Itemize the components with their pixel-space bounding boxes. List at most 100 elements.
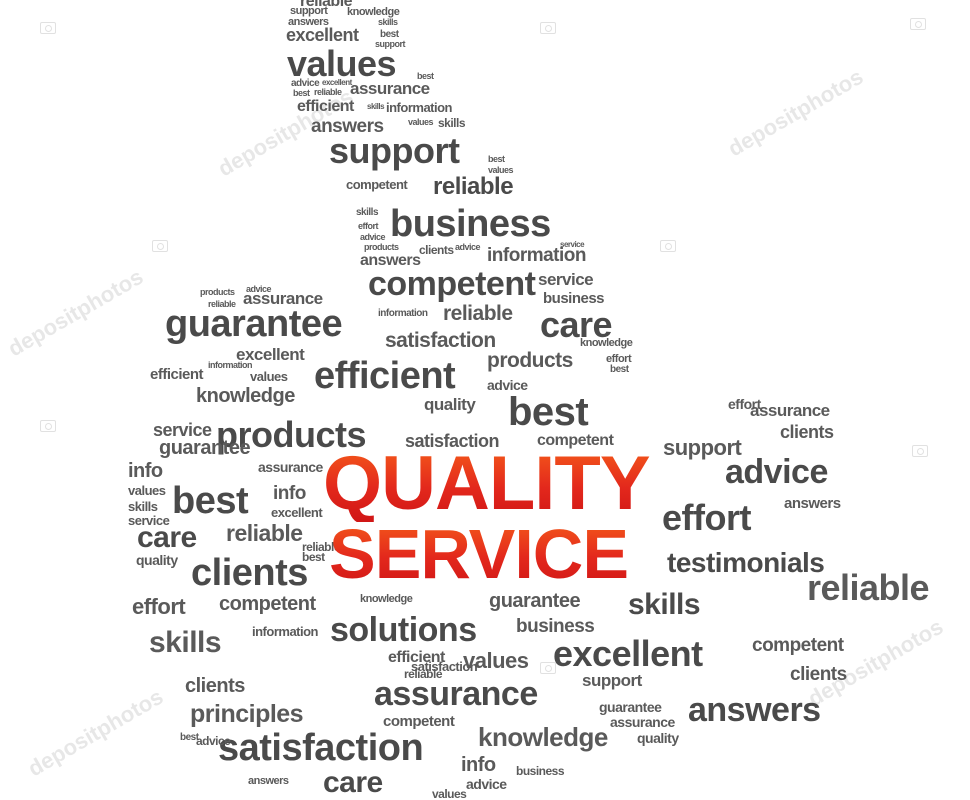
cloud-word: info: [128, 460, 163, 482]
cloud-word: satisfaction: [218, 727, 424, 769]
cloud-word: competent: [383, 713, 455, 730]
cloud-word: best: [180, 732, 199, 743]
cloud-word: products: [216, 414, 367, 455]
cloud-word: competent: [752, 635, 844, 656]
cloud-word: effort: [606, 353, 632, 365]
cloud-word: best: [380, 29, 399, 40]
cloud-word: reliable: [807, 567, 930, 608]
cloud-word: values: [250, 369, 288, 384]
cloud-word: efficient: [297, 98, 354, 115]
cloud-word: knowledge: [360, 593, 413, 605]
cloud-word: service: [128, 513, 170, 528]
cloud-word: support: [329, 130, 460, 171]
cloud-word: reliable: [314, 87, 342, 97]
cloud-word: knowledge: [478, 722, 608, 752]
cloud-word: values: [408, 117, 434, 127]
cloud-word: reliable: [404, 667, 443, 681]
cloud-word: advice: [487, 377, 528, 393]
cloud-word: values: [128, 483, 166, 498]
cloud-word: skills: [149, 626, 222, 659]
cloud-word: assurance: [610, 714, 675, 730]
cloud-word: support: [582, 671, 642, 690]
camera-icon: [152, 240, 168, 252]
cloud-word: advice: [455, 242, 481, 252]
cloud-word: support: [290, 5, 328, 17]
cloud-word: reliable: [300, 0, 353, 10]
cloud-word: advice: [291, 78, 320, 89]
cloud-word: excellent: [271, 505, 323, 520]
cloud-word: competent: [537, 432, 614, 449]
cloud-word: advice: [360, 232, 386, 242]
cloud-word: info: [461, 754, 496, 776]
cloud-word: effort: [358, 221, 379, 231]
cloud-word: products: [200, 287, 235, 297]
camera-icon: [40, 22, 56, 34]
cloud-word: information: [386, 100, 453, 115]
cloud-word: quality: [424, 395, 476, 414]
cloud-word: products: [487, 349, 573, 372]
cloud-word: assurance: [350, 79, 430, 98]
cloud-word: best: [488, 154, 505, 164]
cloud-word: knowledge: [580, 337, 633, 349]
cloud-word: reliable: [226, 520, 303, 546]
cloud-word: assurance: [258, 459, 323, 475]
cloud-word: competent: [346, 177, 408, 192]
cloud-word: best: [610, 364, 629, 375]
cloud-word: excellent: [236, 345, 305, 364]
camera-icon: [910, 18, 926, 30]
camera-icon: [660, 240, 676, 252]
cloud-word: business: [543, 290, 605, 307]
watermark-text: depositphotos: [23, 683, 168, 782]
cloud-word: answers: [360, 252, 421, 269]
cloud-word: competent: [368, 265, 536, 303]
camera-icon: [912, 445, 928, 457]
cloud-word: clients: [185, 675, 245, 697]
cloud-word: assurance: [243, 289, 323, 308]
cloud-word: skills: [378, 17, 398, 27]
cloud-word: skills: [628, 588, 701, 621]
cloud-word: competent: [219, 593, 316, 615]
cloud-word: answers: [248, 775, 289, 787]
cloud-word: excellent: [322, 78, 352, 87]
watermark-text: depositphotos: [3, 263, 148, 362]
cloud-word: reliable: [443, 302, 513, 325]
cloud-word: support: [663, 435, 742, 460]
cloud-word: reliable: [208, 299, 236, 309]
cloud-word: care: [137, 521, 197, 554]
cloud-word: clients: [780, 422, 834, 442]
cloud-word: reliable: [433, 173, 514, 200]
cloud-word: information: [208, 360, 253, 370]
cloud-word: efficient: [150, 366, 204, 383]
cloud-word: skills: [438, 116, 466, 130]
headline-quality: QUALITY: [323, 441, 651, 526]
cloud-word: support: [375, 39, 406, 49]
cloud-word: quality: [136, 552, 178, 568]
cloud-word: guarantee: [159, 437, 251, 459]
cloud-word: best: [302, 550, 325, 564]
cloud-word: efficient: [314, 355, 456, 397]
cloud-word: assurance: [374, 675, 538, 713]
cloud-word: business: [390, 203, 551, 245]
cloud-word: assurance: [750, 401, 830, 420]
watermark-text: depositphotos: [803, 613, 948, 712]
cloud-word: knowledge: [196, 385, 295, 407]
cloud-word: care: [323, 766, 383, 799]
cloud-word: clients: [419, 243, 454, 257]
cloud-word: effort: [728, 396, 761, 412]
cloud-word: answers: [688, 691, 821, 729]
camera-icon: [540, 22, 556, 34]
cloud-word: advice: [725, 453, 828, 491]
camera-icon: [540, 662, 556, 674]
cloud-word: advice: [246, 284, 272, 294]
cloud-word: guarantee: [599, 699, 662, 715]
cloud-word: guarantee: [489, 590, 581, 612]
cloud-word: testimonials: [667, 547, 825, 578]
cloud-word: values: [432, 787, 467, 800]
cloud-word: information: [378, 308, 428, 319]
cloud-word: advice: [196, 734, 231, 748]
cloud-word: answers: [288, 16, 329, 28]
cloud-word: service: [538, 270, 594, 289]
cloud-word: excellent: [553, 633, 703, 674]
cloud-word: business: [516, 616, 595, 637]
cloud-word: guarantee: [165, 303, 343, 345]
